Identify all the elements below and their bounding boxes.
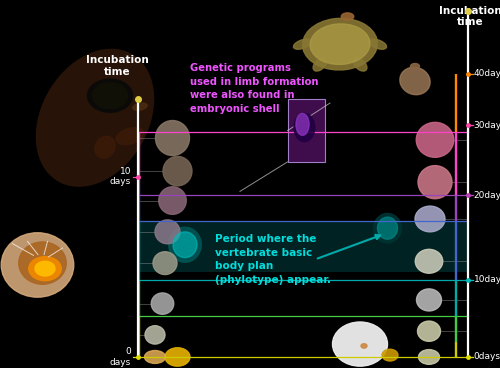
Ellipse shape bbox=[163, 156, 192, 186]
Ellipse shape bbox=[415, 206, 445, 232]
Ellipse shape bbox=[29, 257, 61, 281]
Ellipse shape bbox=[36, 49, 154, 186]
Text: 30days: 30days bbox=[474, 121, 500, 130]
Ellipse shape bbox=[156, 121, 190, 155]
Ellipse shape bbox=[353, 58, 367, 71]
Ellipse shape bbox=[169, 227, 201, 262]
Ellipse shape bbox=[155, 220, 180, 244]
Text: 40days: 40days bbox=[474, 69, 500, 78]
Bar bbox=[138, 221, 468, 272]
Ellipse shape bbox=[116, 128, 144, 145]
Ellipse shape bbox=[19, 242, 66, 284]
Text: Incubation
time: Incubation time bbox=[86, 56, 149, 77]
Text: 10days: 10days bbox=[474, 275, 500, 284]
Ellipse shape bbox=[35, 261, 55, 276]
Ellipse shape bbox=[313, 58, 327, 71]
Ellipse shape bbox=[145, 326, 165, 344]
Text: 0
days: 0 days bbox=[110, 347, 131, 367]
Ellipse shape bbox=[418, 350, 440, 364]
Bar bbox=[288, 99, 325, 162]
Ellipse shape bbox=[151, 293, 174, 314]
Ellipse shape bbox=[400, 67, 430, 95]
Ellipse shape bbox=[374, 213, 401, 243]
Text: 0days: 0days bbox=[474, 353, 500, 361]
Ellipse shape bbox=[165, 348, 190, 366]
Ellipse shape bbox=[418, 321, 440, 342]
Ellipse shape bbox=[92, 83, 128, 109]
Ellipse shape bbox=[88, 79, 132, 112]
Ellipse shape bbox=[294, 113, 314, 142]
Ellipse shape bbox=[416, 289, 442, 311]
Ellipse shape bbox=[382, 349, 398, 361]
Text: Genetic programs
used in limb formation
were also found in
embryonic shell: Genetic programs used in limb formation … bbox=[190, 63, 318, 114]
Ellipse shape bbox=[341, 13, 354, 20]
Ellipse shape bbox=[361, 344, 367, 348]
Text: 10
days: 10 days bbox=[110, 167, 131, 186]
Ellipse shape bbox=[418, 166, 452, 199]
Ellipse shape bbox=[294, 39, 312, 49]
Text: Period where the
vertebrate basic
body plan
(phylotype) appear.: Period where the vertebrate basic body p… bbox=[215, 234, 331, 285]
Ellipse shape bbox=[416, 122, 454, 158]
Ellipse shape bbox=[415, 250, 443, 273]
Ellipse shape bbox=[173, 232, 197, 258]
Ellipse shape bbox=[95, 136, 115, 158]
Ellipse shape bbox=[159, 187, 186, 214]
Text: Incubation
time: Incubation time bbox=[438, 6, 500, 27]
Text: 20days: 20days bbox=[474, 191, 500, 199]
Ellipse shape bbox=[1, 233, 74, 297]
Ellipse shape bbox=[378, 217, 398, 239]
Ellipse shape bbox=[153, 252, 177, 275]
Ellipse shape bbox=[410, 64, 420, 69]
Ellipse shape bbox=[133, 103, 147, 110]
Ellipse shape bbox=[310, 24, 370, 64]
Ellipse shape bbox=[144, 350, 166, 364]
Ellipse shape bbox=[302, 18, 378, 70]
Ellipse shape bbox=[332, 322, 388, 366]
Ellipse shape bbox=[368, 39, 386, 49]
Ellipse shape bbox=[296, 113, 309, 135]
